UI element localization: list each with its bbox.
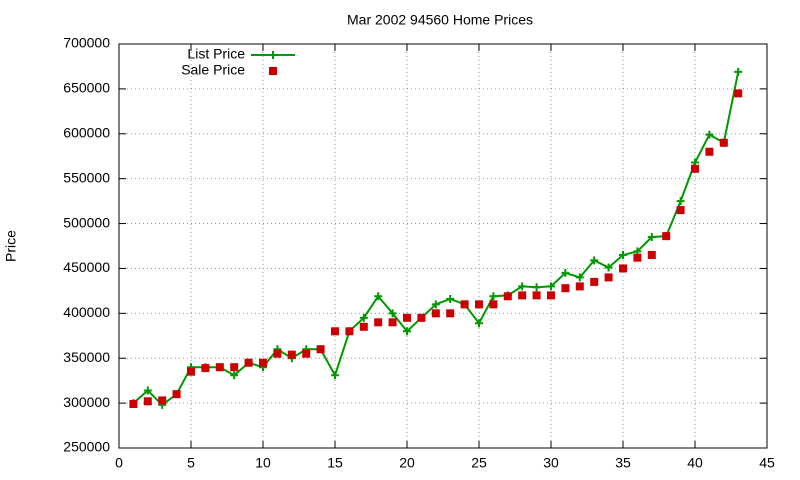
point-marker	[532, 283, 541, 292]
point-marker	[691, 164, 699, 173]
point-marker	[561, 268, 570, 277]
y-tick-label: 300000	[63, 394, 110, 410]
point-marker	[143, 386, 152, 395]
legend-label: Sale Price	[181, 62, 245, 78]
point-marker	[359, 322, 368, 331]
point-marker	[619, 264, 627, 273]
point-marker	[230, 363, 239, 372]
point-marker	[619, 250, 627, 259]
x-tick-label: 45	[759, 455, 775, 471]
y-tick-label: 250000	[63, 439, 110, 455]
point-marker	[489, 292, 498, 301]
point-marker	[719, 138, 728, 147]
point-marker	[345, 327, 354, 336]
point-marker	[230, 371, 239, 380]
point-marker	[287, 350, 296, 359]
point-marker	[734, 67, 743, 76]
point-marker	[359, 313, 368, 322]
point-marker	[705, 147, 714, 156]
y-tick-label: 650000	[63, 80, 110, 96]
plot-border	[118, 43, 768, 449]
point-marker	[676, 206, 685, 215]
point-marker	[417, 313, 426, 322]
point-marker	[734, 89, 743, 98]
point-marker	[259, 358, 267, 367]
x-tick-label: 10	[255, 455, 271, 471]
point-marker	[575, 273, 584, 282]
y-tick-label: 600000	[63, 124, 110, 140]
point-marker	[374, 292, 383, 301]
point-marker	[331, 327, 339, 336]
point-marker	[446, 294, 455, 303]
chart-title: Mar 2002 94560 Home Prices	[347, 12, 533, 28]
legend-marker	[269, 67, 277, 75]
point-marker	[129, 400, 138, 409]
point-marker	[460, 300, 469, 309]
point-marker	[374, 318, 383, 327]
y-tick-label: 350000	[63, 349, 110, 365]
point-marker	[172, 390, 181, 399]
y-tick-label: 500000	[63, 214, 110, 230]
point-marker	[647, 250, 656, 259]
point-marker	[590, 256, 599, 265]
y-tick-label: 400000	[63, 304, 110, 320]
x-tick-label: 0	[115, 455, 123, 471]
point-marker	[446, 309, 455, 318]
point-marker	[431, 300, 440, 309]
point-marker	[431, 309, 440, 318]
point-marker	[518, 282, 527, 291]
point-marker	[331, 371, 339, 380]
point-marker	[647, 233, 656, 242]
point-marker	[633, 253, 642, 262]
point-marker	[403, 313, 411, 322]
legend-label: List Price	[187, 46, 245, 62]
point-marker	[676, 197, 685, 206]
point-marker	[273, 349, 282, 358]
y-tick-label: 700000	[63, 35, 110, 51]
point-marker	[590, 277, 599, 286]
x-tick-label: 25	[471, 455, 487, 471]
y-tick-label: 550000	[63, 169, 110, 185]
point-marker	[532, 291, 541, 300]
point-marker	[489, 300, 498, 309]
x-tick-label: 5	[187, 455, 195, 471]
point-marker	[143, 397, 152, 406]
point-marker	[547, 282, 555, 291]
series-line	[132, 71, 740, 407]
point-marker	[215, 363, 224, 372]
point-marker	[662, 232, 671, 241]
y-axis-label: Price	[3, 230, 19, 262]
point-marker	[388, 309, 397, 318]
point-marker	[302, 349, 311, 358]
x-tick-label: 40	[687, 455, 703, 471]
point-marker	[403, 327, 411, 336]
point-marker	[705, 130, 714, 139]
point-marker	[561, 284, 570, 293]
point-marker	[388, 318, 397, 327]
y-tick-label: 450000	[63, 259, 110, 275]
point-marker	[475, 319, 483, 328]
x-tick-label: 30	[543, 455, 559, 471]
point-marker	[244, 358, 253, 367]
point-marker	[604, 263, 613, 272]
point-marker	[575, 282, 584, 291]
point-marker	[518, 291, 527, 300]
point-marker	[503, 292, 512, 301]
point-marker	[158, 396, 167, 405]
point-marker	[201, 364, 210, 373]
point-marker	[187, 367, 195, 376]
point-marker	[475, 300, 483, 309]
point-marker	[547, 291, 555, 300]
legend-marker	[269, 51, 277, 59]
point-marker	[316, 345, 325, 354]
point-marker	[604, 273, 613, 282]
x-tick-label: 15	[327, 455, 343, 471]
x-tick-label: 35	[615, 455, 631, 471]
x-tick-label: 20	[399, 455, 415, 471]
